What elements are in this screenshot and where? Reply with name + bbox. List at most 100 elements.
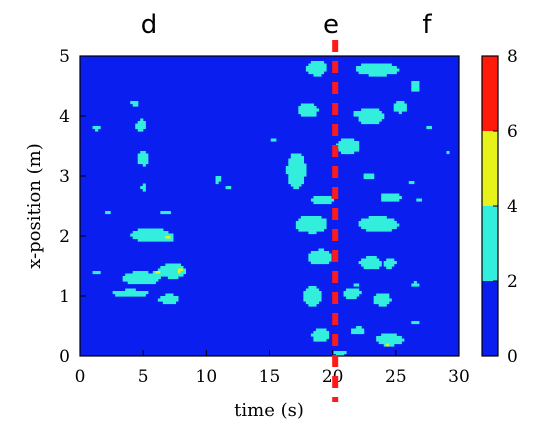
heatmap-cell	[391, 198, 395, 202]
heatmap-cell	[130, 281, 134, 285]
heatmap-cell	[358, 66, 362, 70]
heatmap-cell	[446, 151, 450, 155]
heatmap-cell	[411, 88, 415, 92]
heatmap-cell	[393, 338, 397, 342]
colorbar-tick-label-2: 4	[507, 197, 518, 217]
heatmap-cell	[145, 276, 149, 280]
heatmap-cell	[175, 268, 179, 272]
heatmap-cell	[376, 298, 380, 302]
heatmap-cell	[303, 108, 307, 112]
heatmap-cell	[142, 228, 146, 232]
heatmap-cell	[325, 336, 330, 340]
heatmap-cell	[132, 288, 136, 292]
heatmap-cell	[378, 111, 382, 115]
heatmap-cell	[341, 351, 345, 355]
heatmap-cell	[361, 63, 365, 67]
heatmap-cell	[308, 63, 312, 67]
heatmap-cell	[162, 271, 166, 275]
heatmap-cell	[132, 293, 136, 297]
heatmap-cell	[122, 293, 126, 297]
heatmap-cell	[366, 263, 370, 267]
heatmap-cell	[150, 278, 154, 282]
heatmap-cell	[381, 298, 385, 302]
heatmap-cell	[152, 281, 156, 285]
heatmap-cell	[125, 278, 129, 282]
heatmap-cell	[346, 143, 350, 147]
heatmap-cell	[378, 296, 382, 300]
heatmap-cell	[383, 68, 387, 72]
heatmap-cell	[215, 176, 219, 180]
heatmap-cell	[346, 291, 350, 295]
heatmap-cell	[130, 278, 134, 282]
heatmap-cell	[172, 268, 176, 272]
heatmap-cell	[127, 273, 131, 277]
heatmap-cell	[318, 196, 322, 200]
heatmap-cell	[305, 296, 309, 300]
heatmap-cell	[308, 223, 312, 227]
heatmap-cell	[308, 293, 312, 297]
heatmap-cell	[303, 113, 307, 117]
heatmap-cell	[325, 253, 330, 257]
heatmap-cell	[363, 266, 367, 270]
heatmap-cell	[351, 146, 355, 150]
heatmap-cell	[393, 106, 397, 110]
heatmap-cell	[293, 178, 297, 182]
heatmap-cell	[295, 156, 299, 160]
heatmap-cell	[310, 333, 315, 337]
heatmap-cell	[356, 283, 360, 287]
heatmap-cell	[308, 226, 312, 230]
heatmap-cell	[378, 113, 382, 117]
heatmap-cell	[368, 173, 372, 177]
heatmap-cell	[371, 68, 375, 72]
heatmap-cell	[348, 288, 352, 292]
heatmap-cell	[132, 271, 136, 275]
heatmap-cell	[310, 301, 315, 305]
heatmap-cell	[165, 231, 169, 235]
heatmap-cell	[373, 258, 377, 262]
heatmap-cell	[315, 198, 320, 202]
heatmap-cell	[310, 286, 315, 290]
heatmap-cell	[290, 163, 294, 167]
heatmap-cell	[145, 228, 149, 232]
heatmap-cell	[315, 228, 320, 232]
heatmap-cell	[137, 293, 141, 297]
heatmap-cell	[180, 273, 184, 277]
heatmap-cell	[145, 291, 149, 295]
heatmap-cell	[313, 63, 317, 67]
heatmap-cell	[323, 198, 327, 202]
heatmap-cell	[386, 258, 390, 262]
heatmap-cell	[358, 331, 362, 335]
heatmap-cell	[313, 106, 317, 110]
heatmap-cell	[313, 261, 317, 265]
heatmap-cell	[318, 63, 322, 67]
heatmap-cell	[388, 261, 392, 265]
heatmap-cell	[135, 126, 139, 130]
heatmap-cell	[308, 298, 312, 302]
heatmap-cell	[157, 231, 161, 235]
heatmap-cell	[300, 171, 304, 175]
heatmap-cell	[356, 66, 360, 70]
heatmap-cell	[170, 268, 174, 272]
heatmap-cell	[336, 353, 340, 356]
heatmap-cell	[288, 166, 292, 170]
heatmap-cell	[135, 281, 139, 285]
heatmap-cell	[135, 236, 139, 240]
heatmap-cell	[308, 111, 312, 115]
heatmap-cell	[383, 198, 387, 202]
heatmap-cell	[162, 296, 166, 300]
heatmap-cell	[366, 108, 370, 112]
heatmap-cell	[285, 171, 289, 175]
heatmap-cell	[142, 156, 146, 160]
heatmap-cell	[295, 153, 299, 157]
heatmap-cell	[341, 141, 345, 145]
heatmap-cell	[310, 106, 315, 110]
heatmap-cell	[386, 218, 390, 222]
heatmap-cell	[353, 143, 357, 147]
heatmap-cell	[386, 341, 390, 345]
heatmap-cell	[140, 153, 144, 157]
x-tick-label-5: 25	[385, 367, 407, 387]
heatmap-cell	[298, 173, 302, 177]
heatmap-cell	[413, 88, 417, 92]
heatmap-cell	[396, 198, 400, 202]
heatmap-cell	[366, 258, 370, 262]
